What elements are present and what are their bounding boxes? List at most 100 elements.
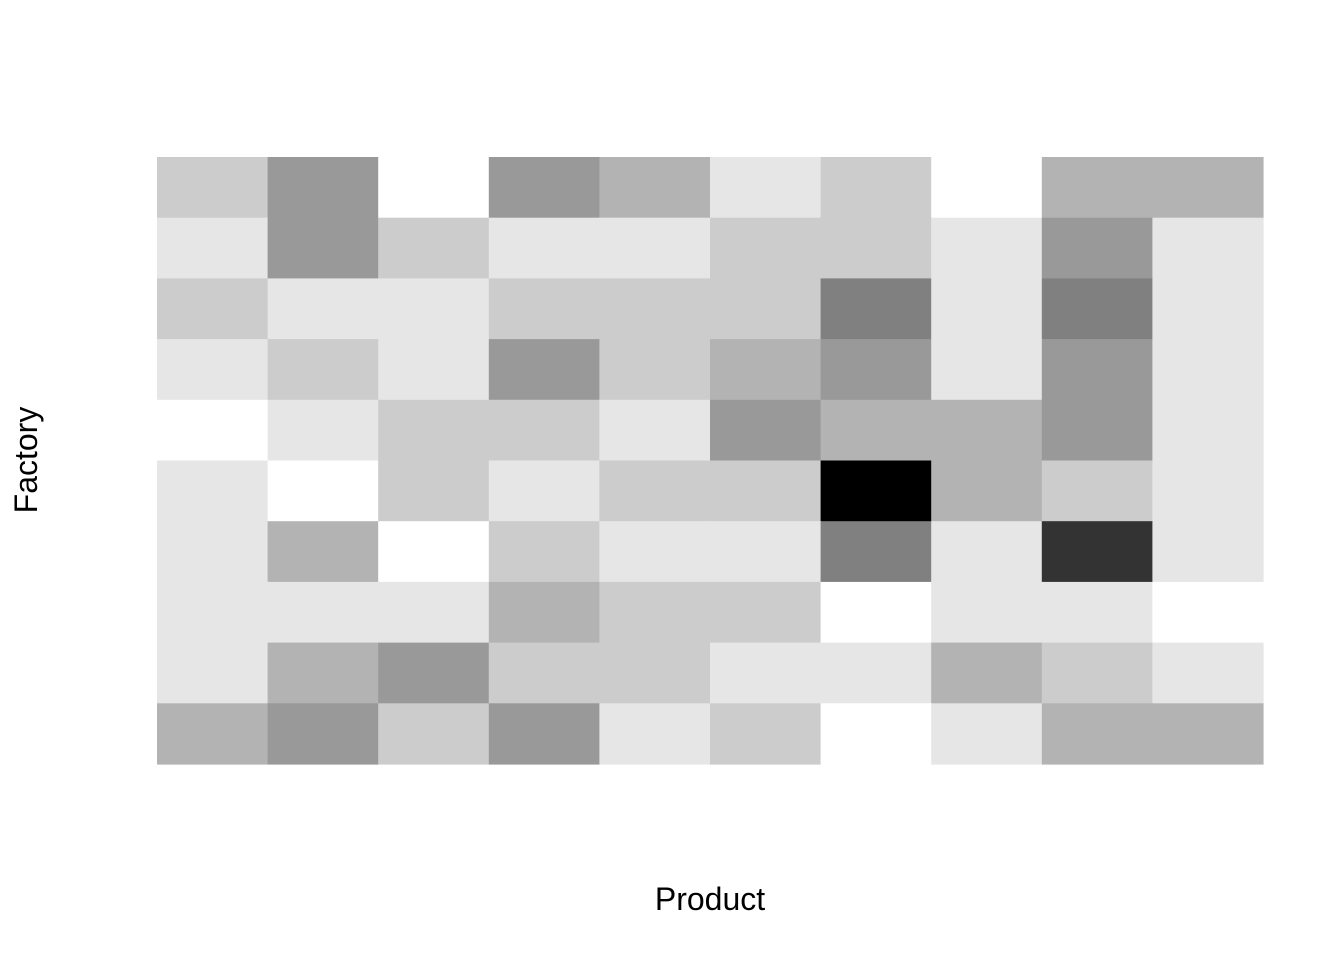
heatmap-cell bbox=[931, 521, 1043, 583]
heatmap-cell bbox=[599, 521, 711, 583]
heatmap-cell bbox=[931, 157, 1043, 219]
heatmap-cell bbox=[157, 460, 269, 522]
heatmap-cell bbox=[157, 339, 269, 401]
heatmap-cell bbox=[599, 703, 711, 765]
heatmap-cell bbox=[488, 703, 600, 765]
heatmap-cell bbox=[710, 278, 822, 340]
heatmap-cell bbox=[378, 460, 490, 522]
heatmap-cell bbox=[1152, 278, 1264, 340]
heatmap-cell bbox=[267, 339, 379, 401]
heatmap-cell bbox=[1041, 642, 1153, 704]
heatmap-cell bbox=[820, 278, 932, 340]
heatmap-cell bbox=[378, 521, 490, 583]
heatmap-cell bbox=[1041, 399, 1153, 462]
heatmap-cell bbox=[710, 703, 822, 765]
heatmap-cell bbox=[820, 581, 932, 644]
heatmap-cell bbox=[820, 339, 932, 401]
heatmap-cell bbox=[157, 581, 269, 644]
heatmap-cell bbox=[267, 703, 379, 765]
heatmap-cell bbox=[599, 217, 711, 279]
heatmap-cell bbox=[710, 399, 822, 462]
heatmap-cell bbox=[931, 339, 1043, 401]
heatmap-cell bbox=[820, 157, 932, 219]
heatmap-cell bbox=[157, 521, 269, 583]
heatmap-cell bbox=[157, 217, 269, 279]
heatmap-cell bbox=[267, 521, 379, 583]
heatmap-cell bbox=[378, 157, 490, 219]
heatmap-cell bbox=[1041, 581, 1153, 644]
heatmap-cell bbox=[488, 460, 600, 522]
heatmap-cell bbox=[1041, 217, 1153, 279]
heatmap-cell bbox=[488, 642, 600, 704]
heatmap-cell bbox=[267, 399, 379, 462]
heatmap-cell bbox=[1041, 460, 1153, 522]
heatmap-cell bbox=[157, 399, 269, 462]
heatmap-cell bbox=[1041, 521, 1153, 583]
heatmap-cell bbox=[820, 642, 932, 704]
heatmap-cell bbox=[599, 399, 711, 462]
heatmap-cell bbox=[820, 460, 932, 522]
heatmap-cell bbox=[599, 339, 711, 401]
heatmap-cell bbox=[599, 642, 711, 704]
heatmap-cell bbox=[1152, 157, 1264, 219]
heatmap-cell bbox=[378, 217, 490, 279]
heatmap-cell bbox=[488, 217, 600, 279]
heatmap-cell bbox=[488, 157, 600, 219]
heatmap-cell bbox=[1152, 339, 1264, 401]
heatmap-cell bbox=[820, 521, 932, 583]
heatmap-cell bbox=[267, 460, 379, 522]
heatmap-cell bbox=[820, 703, 932, 765]
heatmap-cell bbox=[1041, 157, 1153, 219]
heatmap-cell bbox=[378, 581, 490, 644]
heatmap-cell bbox=[710, 217, 822, 279]
heatmap-cell bbox=[267, 642, 379, 704]
heatmap-cell bbox=[378, 339, 490, 401]
heatmap-cell bbox=[710, 642, 822, 704]
heatmap-cell bbox=[157, 157, 269, 219]
heatmap-cells bbox=[157, 157, 1264, 765]
heatmap-cell bbox=[931, 703, 1043, 765]
heatmap-cell bbox=[599, 157, 711, 219]
heatmap-cell bbox=[1041, 339, 1153, 401]
heatmap-cell bbox=[710, 339, 822, 401]
heatmap-cell bbox=[1152, 642, 1264, 704]
y-axis-label: Factory bbox=[8, 407, 44, 514]
heatmap-cell bbox=[931, 581, 1043, 644]
heatmap-cell bbox=[488, 399, 600, 462]
heatmap-cell bbox=[488, 278, 600, 340]
heatmap-cell bbox=[599, 581, 711, 644]
heatmap-cell bbox=[1152, 703, 1264, 765]
heatmap-cell bbox=[931, 642, 1043, 704]
heatmap-cell bbox=[1041, 278, 1153, 340]
heatmap-cell bbox=[1152, 460, 1264, 522]
heatmap-cell bbox=[1152, 217, 1264, 279]
heatmap-cell bbox=[157, 642, 269, 704]
heatmap-cell bbox=[820, 217, 932, 279]
heatmap-cell bbox=[1152, 399, 1264, 462]
heatmap-cell bbox=[1041, 703, 1153, 765]
heatmap-cell bbox=[931, 278, 1043, 340]
heatmap-cell bbox=[378, 703, 490, 765]
x-axis-label: Product bbox=[655, 881, 765, 917]
heatmap-cell bbox=[1152, 521, 1264, 583]
heatmap-cell bbox=[157, 703, 269, 765]
heatmap-cell bbox=[710, 460, 822, 522]
heatmap-cell bbox=[378, 642, 490, 704]
heatmap-cell bbox=[710, 581, 822, 644]
heatmap-cell bbox=[599, 460, 711, 522]
heatmap-cell bbox=[931, 460, 1043, 522]
heatmap-cell bbox=[267, 581, 379, 644]
heatmap-cell bbox=[820, 399, 932, 462]
heatmap-cell bbox=[267, 217, 379, 279]
heatmap-cell bbox=[157, 278, 269, 340]
heatmap-cell bbox=[931, 217, 1043, 279]
heatmap-cell bbox=[488, 339, 600, 401]
heatmap-cell bbox=[488, 581, 600, 644]
heatmap-cell bbox=[710, 521, 822, 583]
heatmap-cell bbox=[378, 278, 490, 340]
heatmap-cell bbox=[599, 278, 711, 340]
heatmap-cell bbox=[267, 157, 379, 219]
heatmap-cell bbox=[1152, 581, 1264, 644]
heatmap-cell bbox=[378, 399, 490, 462]
